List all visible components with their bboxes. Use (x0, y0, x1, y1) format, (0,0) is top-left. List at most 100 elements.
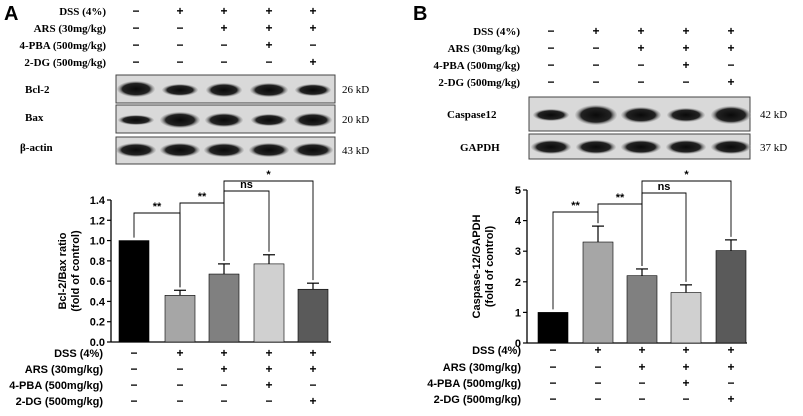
treatment-sign: + (682, 343, 689, 357)
blot-label-bax: Bax (25, 112, 44, 124)
treatment-sign: − (547, 41, 554, 55)
treatment-sign: − (130, 346, 137, 360)
treatment-sign: − (727, 58, 734, 72)
band-bcl2-2 (162, 84, 198, 96)
treatment-sign: + (727, 392, 734, 406)
treatment-sign: − (176, 362, 183, 376)
treatment-sign: + (176, 346, 183, 360)
treatment-sign: + (220, 362, 227, 376)
panel-b-treatment-table: DSS (4%) ARS (30mg/kg) 4-PBA (500mg/kg) … (434, 24, 735, 89)
treatment-label: 2-DG (500mg/kg) (434, 394, 522, 406)
treatment-sign: − (547, 24, 554, 38)
bar (164, 295, 196, 343)
treatment-sign: − (220, 394, 227, 408)
treatment-sign: − (547, 75, 554, 89)
bands-bax (118, 112, 332, 128)
treatment-sign: − (638, 376, 645, 390)
treatment-sign: − (176, 21, 183, 35)
treatment-sign: − (132, 55, 139, 69)
bar (626, 275, 658, 344)
panel-b-treatment-signs: − + + + + − − + + + − − − + − − − − − + (547, 24, 734, 89)
treatment-sign: + (638, 343, 645, 357)
treatment-sign: + (682, 41, 689, 55)
bar (208, 273, 240, 343)
treatment-sign: − (727, 376, 734, 390)
treatment-sign: + (220, 346, 227, 360)
treatment-sign: + (594, 343, 601, 357)
treatment-sign: + (727, 360, 734, 374)
significance-bracket (223, 180, 314, 281)
treatment-sign: + (682, 360, 689, 374)
treatment-sign: + (682, 376, 689, 390)
treatment-sign: + (220, 21, 227, 35)
y-axis-label-line: Caspase-12/GAPDH (471, 214, 483, 318)
bar (118, 240, 150, 343)
y-tick-label: 3 (515, 246, 521, 258)
band-bax-1 (118, 115, 154, 125)
treatment-sign: + (727, 41, 734, 55)
significance-label: ns (240, 179, 253, 191)
significance-bracket (641, 192, 687, 282)
band-bax-3 (205, 113, 243, 127)
panel-a-blots: Bcl-2 Bax β-actin (20, 74, 369, 165)
treatment-sign: + (682, 24, 689, 38)
treatment-sign: − (132, 21, 139, 35)
treatment-sign: − (549, 343, 556, 357)
bands-beta-actin (116, 143, 333, 157)
treatment-sign: − (176, 55, 183, 69)
treatment-sign: + (265, 346, 272, 360)
y-tick-label: 1 (515, 307, 521, 319)
panel-a-treatment-signs: − + + + + − − + + + − − − + − − − − − + (132, 4, 316, 69)
blot-kd-caspase12: 42 kD (760, 109, 787, 121)
treatment-sign: − (132, 4, 139, 18)
bar (297, 288, 329, 343)
bar (253, 263, 285, 343)
y-axis-label-line: Bcl-2/Bax ratio (57, 232, 69, 309)
bar (537, 312, 569, 344)
y-tick-label: 0 (515, 338, 521, 350)
treatment-sign: − (594, 360, 601, 374)
band-bax-5 (294, 113, 332, 127)
bands-gapdh (531, 140, 751, 154)
treatment-sign: + (176, 4, 183, 18)
bar (582, 241, 614, 344)
panel-a-treatment-label-ars: ARS (30mg/kg) (34, 23, 107, 35)
y-tick-label: 1.4 (90, 195, 106, 207)
blot-label-beta-actin: β-actin (20, 142, 53, 154)
panel-b-letter: B (413, 3, 427, 25)
treatment-sign: + (309, 55, 316, 69)
band-bax-2 (160, 112, 200, 128)
y-tick-label: 2 (515, 277, 521, 289)
treatment-sign: − (220, 55, 227, 69)
y-tick-label: 1.0 (90, 236, 105, 248)
band-casp-5 (711, 106, 751, 124)
treatment-sign: + (727, 75, 734, 89)
panel-b-treatment-label-dss: DSS (4%) (473, 26, 520, 38)
treatment-sign: − (549, 360, 556, 374)
significance-label: ns (658, 181, 671, 193)
bands-bcl2 (117, 81, 331, 97)
panel-a-treatment-label-dss: DSS (4%) (59, 6, 106, 18)
treatment-sign: + (265, 362, 272, 376)
band-gapdh-4 (666, 140, 706, 154)
band-actin-2 (160, 143, 200, 157)
significance-label: ** (198, 191, 207, 203)
treatment-sign: + (265, 378, 272, 392)
blot-kd-bax: 20 kD (342, 114, 369, 126)
band-gapdh-2 (576, 140, 616, 154)
treatment-sign: − (220, 378, 227, 392)
treatment-sign: − (638, 392, 645, 406)
y-axis-label-line: (fold of control) (484, 226, 496, 308)
treatment-sign: + (309, 21, 316, 35)
chart-a: 0.0 0.2 0.4 0.6 0.8 1.0 1.2 1.4 Bcl-2/Bax ratio(… (9, 169, 331, 408)
treatment-sign: − (547, 58, 554, 72)
panel-b-treatment-label-pba: 4-PBA (500mg/kg) (434, 60, 521, 72)
band-bcl2-5 (295, 84, 331, 96)
treatment-sign: − (176, 394, 183, 408)
band-actin-3 (204, 143, 244, 157)
y-tick-label: 0.6 (90, 276, 105, 288)
y-tick-label: 4 (515, 216, 522, 228)
blot-label-gapdh: GAPDH (460, 142, 500, 154)
band-gapdh-5 (711, 140, 751, 154)
treatment-sign: − (682, 392, 689, 406)
